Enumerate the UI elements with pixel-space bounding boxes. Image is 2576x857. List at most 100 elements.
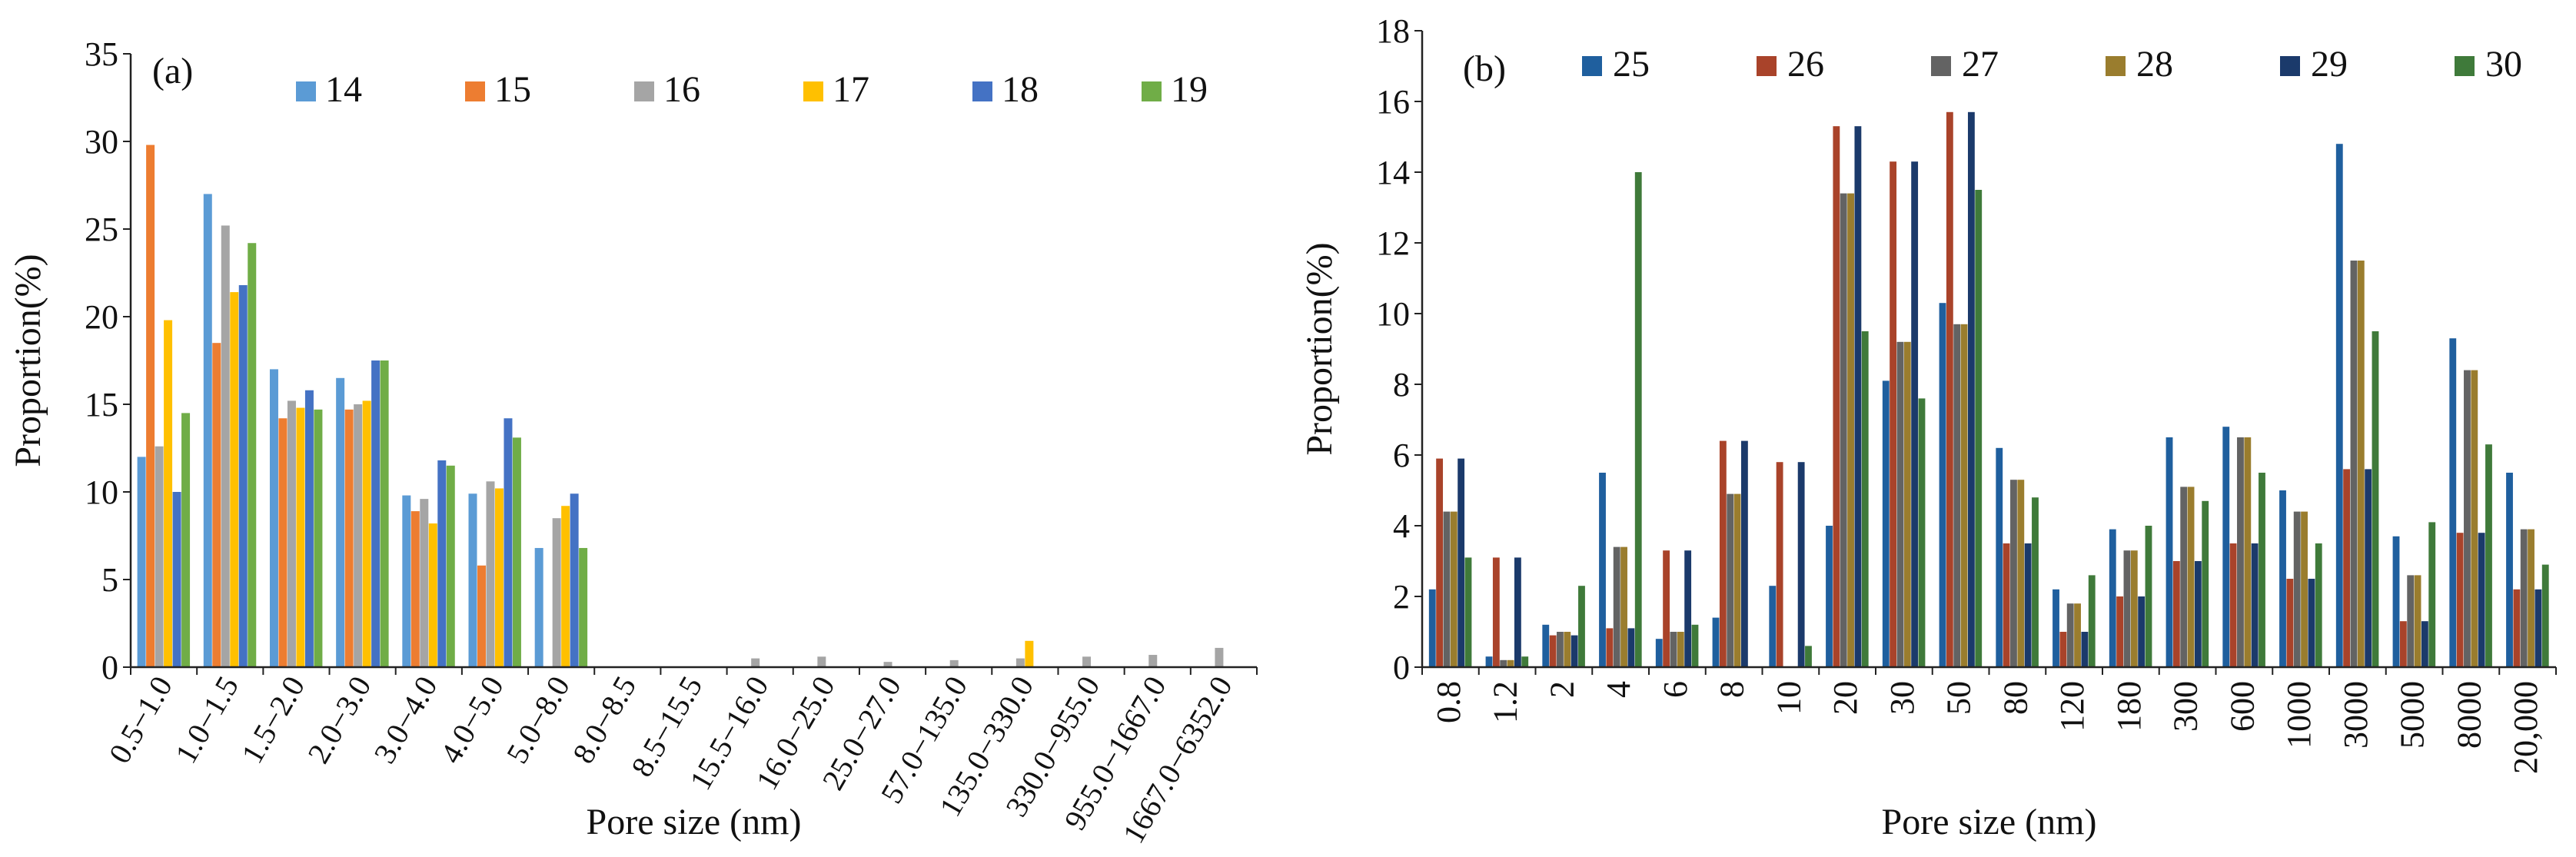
bar-series-16-13 [1015,658,1025,667]
legend-label: 14 [325,69,362,110]
bar-series-26-13 [2172,561,2180,667]
bar-series-28-1 [1507,659,1514,667]
bar-series-29-2 [1571,635,1578,667]
y-tick-label: 0 [101,649,118,686]
bar-series-25-7 [1826,526,1833,667]
bar-series-18-0 [172,492,181,667]
bar-series-29-5 [1740,440,1748,667]
bar-series-29-3 [1627,628,1635,667]
x-tick-label: 10 [1770,681,1807,715]
y-tick-label: 20 [85,298,118,336]
legend-item-27: 27 [1931,44,1999,85]
bar-series-27-9 [1953,324,1961,667]
bar-series-26-10 [2003,543,2010,667]
bar-series-27-3 [1613,546,1620,667]
bar-series-14-5 [468,493,477,667]
y-tick-label: 14 [1376,154,1410,191]
legend-item-29: 29 [2280,44,2348,85]
x-tick-label: 4 [1600,681,1637,698]
legend-swatch [465,81,485,101]
y-tick-label: 18 [1376,12,1410,50]
bar-series-25-9 [1939,303,1946,667]
legend-swatch [1757,56,1777,76]
bar-series-14-1 [203,194,212,667]
legend-swatch [296,81,316,101]
x-tick-label: 6 [1657,681,1694,698]
bar-series-26-17 [2399,621,2407,667]
bar-series-26-19 [2513,589,2521,667]
bar-series-18-1 [238,284,248,667]
y-tick-label: 4 [1393,507,1410,545]
bar-series-28-3 [1620,546,1627,667]
bar-series-28-19 [2528,529,2534,667]
bar-series-17-3 [362,400,371,667]
y-tick-label: 8 [1393,366,1410,404]
legend-swatch [803,81,823,101]
legend-swatch [972,81,992,101]
bar-series-25-15 [2279,490,2286,667]
legend-swatch [2455,56,2475,76]
bar-series-29-8 [1911,161,1919,667]
x-tick-label: 0.8 [1430,681,1467,723]
panel-label: (a) [152,51,193,91]
bar-series-17-13 [1025,640,1034,667]
bar-series-25-12 [2109,529,2116,667]
y-tick-label: 5 [101,561,118,599]
bar-series-30-0 [1464,557,1472,667]
x-axis-title: Pore size (nm) [1882,802,2097,842]
legend-label: 15 [494,69,531,110]
x-tick-label: 300 [2167,681,2205,732]
bar-series-19-3 [380,360,389,667]
bar-series-28-5 [1733,493,1741,667]
legend-label: 26 [1787,44,1824,85]
bar-series-15-3 [344,409,354,667]
bar-series-28-0 [1450,511,1458,667]
bar-series-30-12 [2145,526,2152,667]
legend-label: 27 [1962,44,1999,85]
bar-series-18-4 [437,460,447,667]
bar-series-29-0 [1458,458,1465,667]
bar-series-29-12 [2138,596,2146,667]
x-tick-label: 180 [2110,681,2148,732]
bar-series-14-3 [336,377,345,667]
bar-series-26-3 [1606,628,1614,667]
bar-series-25-6 [1769,586,1777,667]
legend-swatch [2280,56,2300,76]
x-tick-label: 8 [1713,681,1751,698]
bar-series-27-18 [2464,370,2471,667]
bar-series-28-9 [1960,324,1968,667]
bar-series-29-7 [1854,126,1862,667]
bar-series-27-4 [1670,632,1677,667]
bar-series-29-9 [1967,111,1975,668]
bar-series-19-6 [579,547,588,667]
bar-series-25-1 [1485,656,1493,667]
y-tick-label: 0 [1393,649,1410,686]
bar-series-27-1 [1500,659,1507,667]
bar-series-25-14 [2222,427,2230,667]
bar-series-26-16 [2343,469,2351,667]
bar-series-14-0 [137,457,146,667]
bar-series-19-1 [248,243,257,667]
bar-series-30-1 [1521,656,1529,667]
legend-item-16: 16 [634,69,700,110]
y-tick-label: 16 [1376,83,1410,121]
bar-series-27-19 [2520,529,2528,667]
bar-series-30-15 [2315,543,2322,667]
bar-series-25-10 [1996,447,2003,667]
y-axis-title: Proportion(%) [8,254,48,467]
bar-series-25-2 [1542,624,1550,667]
bar-series-15-2 [278,418,288,667]
legend-item-18: 18 [972,69,1039,110]
x-tick-label: 1.5−2.0 [234,670,311,769]
bar-series-27-13 [2180,487,2188,667]
y-tick-label: 12 [1376,224,1410,262]
bar-series-17-4 [428,523,437,667]
bar-series-28-10 [2017,480,2025,667]
bar-series-17-2 [296,407,305,667]
x-tick-label: 2.0−3.0 [301,670,377,769]
bar-series-15-4 [410,511,420,667]
bar-series-16-3 [354,404,363,667]
bar-series-28-16 [2357,261,2365,667]
bar-series-25-18 [2449,338,2457,667]
